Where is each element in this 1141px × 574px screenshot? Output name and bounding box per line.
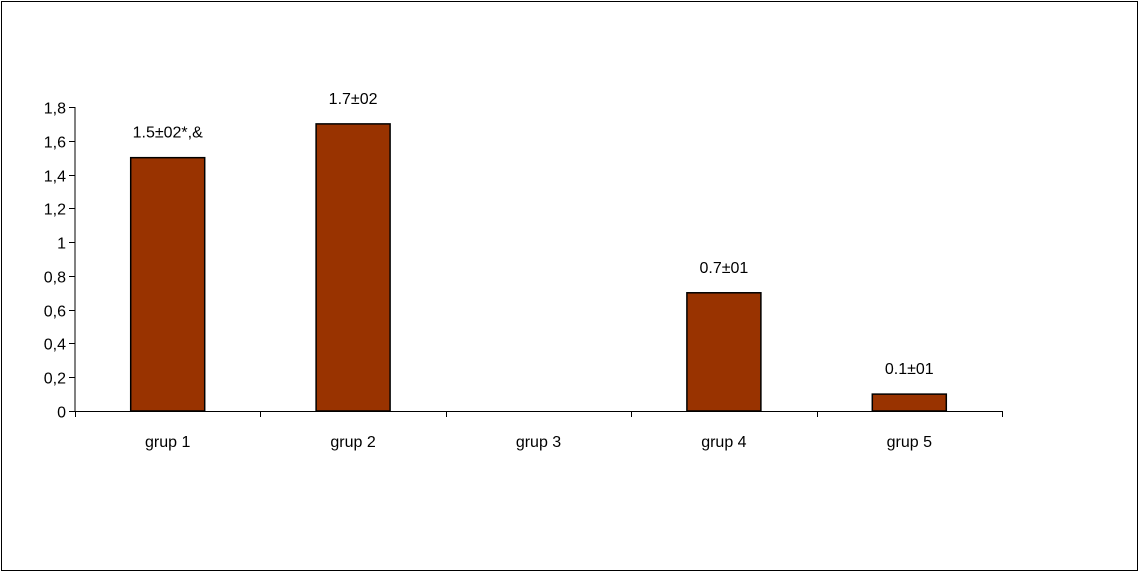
bar [129, 156, 206, 412]
data-label: 1.5±02*,& [133, 125, 203, 142]
y-tick-label: 0,6 [44, 304, 66, 321]
x-tick-label: grup 3 [516, 434, 561, 451]
y-axis: 0 0,2 0,4 0,6 0,8 1 1,2 1,4 1,6 1,8 [44, 101, 76, 422]
y-tick-label: 0 [57, 405, 66, 422]
x-tick-label: grup 1 [145, 434, 190, 451]
y-tick-label: 1,2 [44, 202, 66, 219]
data-label: 0.7±01 [699, 260, 748, 277]
bar [315, 123, 391, 412]
bar [871, 393, 948, 412]
x-tick-label: grup 4 [701, 434, 746, 451]
y-tick-label: 1 [57, 236, 66, 253]
data-label: 0.1±01 [885, 361, 934, 378]
x-tick-label: grup 2 [330, 434, 375, 451]
y-tick-label: 0,2 [44, 371, 66, 388]
data-labels: 1.5±02*,& 1.7±02 0.7±01 0.1±01 [133, 91, 934, 378]
bar [686, 292, 762, 412]
x-tick-label: grup 5 [887, 434, 932, 451]
y-tick-label: 0,8 [44, 270, 66, 287]
bars [129, 123, 948, 412]
y-tick-label: 1,6 [44, 135, 66, 152]
y-tick-label: 1,4 [44, 169, 66, 186]
data-label: 1.7±02 [329, 91, 378, 108]
x-axis: grup 1 grup 2 grup 3 grup 4 grup 5 [75, 411, 1003, 451]
y-tick-label: 1,8 [44, 101, 66, 118]
y-tick-label: 0,4 [44, 337, 66, 354]
